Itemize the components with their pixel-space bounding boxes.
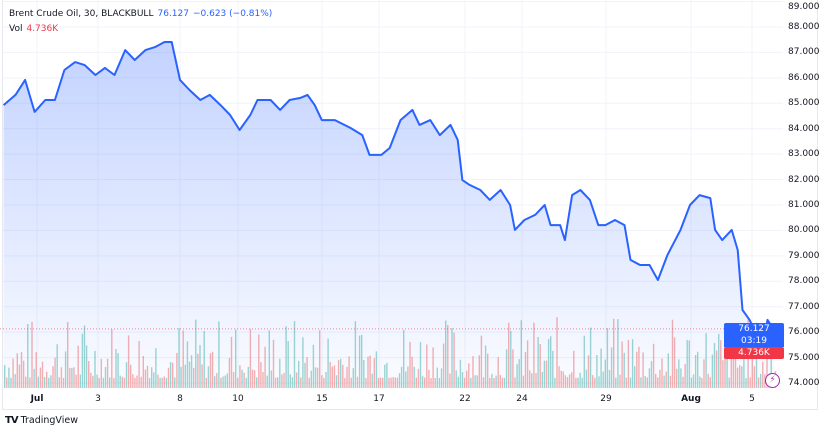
x-tick-label: 29	[600, 394, 612, 404]
y-tick-label: 78.000	[788, 276, 820, 287]
y-tick-label: 75.000	[788, 352, 820, 363]
y-tick-label: 81.000	[788, 199, 820, 210]
x-tick-label: 3	[95, 394, 101, 404]
x-tick-label: 8	[177, 394, 183, 404]
y-tick-label: 76.000	[788, 327, 820, 338]
x-tick-label: 15	[316, 394, 328, 404]
x-tick-label: 24	[516, 394, 528, 404]
bar-countdown: 03:19	[741, 336, 767, 346]
tradingview-logo[interactable]: TV TradingView	[5, 415, 78, 426]
last-price: 76.127	[157, 9, 189, 19]
x-tick-label: Aug	[681, 394, 701, 404]
y-tick-label: 79.000	[788, 250, 820, 261]
y-tick-label: 85.000	[788, 98, 820, 109]
volume-label[interactable]: Vol	[9, 24, 23, 34]
x-tick-label: 22	[459, 394, 471, 404]
y-tick-label: 88.000	[788, 21, 820, 32]
y-tick-label: 74.000	[788, 378, 820, 388]
y-tick-label: 87.000	[788, 47, 820, 58]
x-tick-label: 5	[749, 394, 755, 404]
price-line	[2, 41, 775, 356]
chart-legend: Brent Crude Oil, 30, BLACKBULL 76.127 −0.6…	[9, 7, 272, 37]
y-tick-label: 89.000	[788, 2, 820, 12]
tradingview-logo-mark: TV	[5, 415, 19, 426]
symbol-title[interactable]: Brent Crude Oil, 30, BLACKBULL	[9, 9, 154, 19]
y-tick-label: 86.000	[788, 72, 820, 83]
x-tick-label: 17	[373, 394, 385, 404]
brand-name: TradingView	[20, 415, 78, 426]
y-tick-label: 80.000	[788, 225, 820, 236]
y-tick-label: 77.000	[788, 301, 820, 312]
x-tick-label: Jul	[30, 394, 44, 404]
x-tick-label: 10	[232, 394, 244, 404]
volume-value: 4.736K	[26, 24, 59, 34]
price-change: −0.623 (−0.81%)	[192, 9, 273, 19]
y-tick-label: 82.000	[788, 174, 820, 185]
y-tick-label: 83.000	[788, 149, 820, 160]
price-area-fill	[3, 42, 774, 388]
price-tag-value: 76.127	[738, 324, 770, 334]
y-tick-label: 84.000	[788, 123, 820, 134]
chart-frame	[2, 0, 818, 410]
volume-tag: 4.736K	[724, 347, 784, 359]
price-tag: 76.127 03:19	[724, 323, 784, 347]
lightning-icon[interactable]: ⚡︎	[765, 373, 780, 388]
